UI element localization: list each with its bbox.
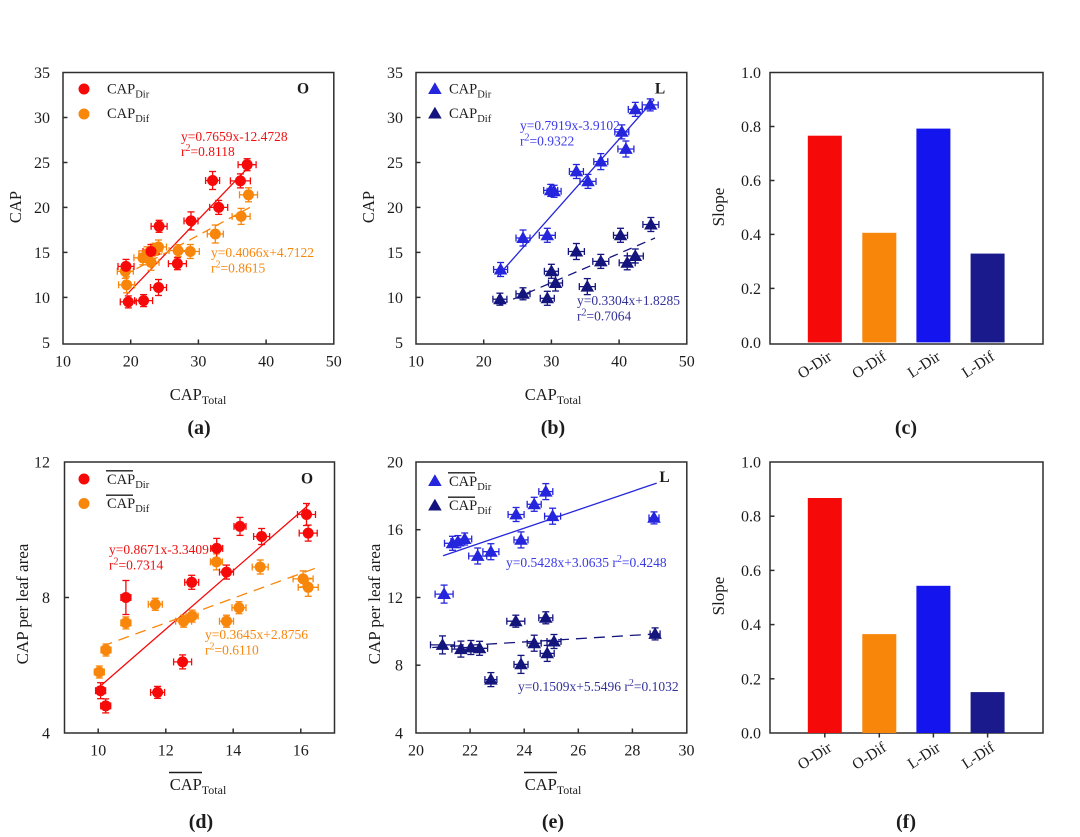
svg-text:15: 15	[387, 245, 403, 262]
svg-text:26: 26	[570, 743, 586, 760]
svg-text:(c): (c)	[895, 417, 917, 439]
svg-text:0.4: 0.4	[741, 227, 761, 244]
svg-text:10: 10	[34, 290, 50, 307]
svg-text:0.8: 0.8	[741, 509, 761, 526]
svg-text:8: 8	[42, 590, 50, 607]
svg-text:r2=0.7314: r2=0.7314	[109, 557, 163, 573]
svg-text:30: 30	[34, 110, 50, 127]
svg-text:0.6: 0.6	[741, 563, 761, 580]
svg-text:r2=0.7064: r2=0.7064	[577, 308, 631, 324]
svg-text:12: 12	[387, 590, 403, 607]
svg-text:35: 35	[34, 65, 50, 82]
svg-text:r2=0.8615: r2=0.8615	[211, 260, 265, 276]
svg-text:0.8: 0.8	[741, 119, 761, 136]
svg-text:30: 30	[190, 354, 206, 371]
svg-text:4: 4	[395, 726, 403, 743]
svg-text:50: 50	[326, 354, 342, 371]
svg-text:y=0.3645x+2.8756: y=0.3645x+2.8756	[205, 627, 308, 642]
svg-text:30: 30	[543, 354, 559, 371]
svg-text:25: 25	[387, 155, 403, 172]
svg-text:0.4: 0.4	[741, 617, 761, 634]
svg-text:5: 5	[42, 335, 50, 352]
svg-text:(a): (a)	[187, 417, 210, 439]
svg-text:0.0: 0.0	[741, 726, 761, 743]
svg-text:L: L	[655, 80, 665, 97]
svg-text:(d): (d)	[189, 811, 213, 833]
svg-text:Slope: Slope	[709, 188, 728, 227]
svg-text:25: 25	[34, 155, 50, 172]
svg-text:10: 10	[387, 290, 403, 307]
svg-text:CAP per leaf area: CAP per leaf area	[365, 543, 384, 664]
svg-text:24: 24	[516, 743, 532, 760]
svg-text:y=0.7919x-3.9102: y=0.7919x-3.9102	[520, 118, 620, 133]
svg-text:12: 12	[34, 455, 50, 472]
svg-text:y=0.7659x-12.4728: y=0.7659x-12.4728	[181, 129, 288, 144]
svg-text:40: 40	[258, 354, 274, 371]
svg-text:Slope: Slope	[709, 577, 728, 616]
svg-text:20: 20	[408, 743, 424, 760]
svg-text:(b): (b)	[541, 417, 565, 439]
svg-text:20: 20	[387, 455, 403, 472]
svg-text:1.0: 1.0	[741, 65, 761, 82]
svg-text:20: 20	[34, 200, 50, 217]
svg-text:O: O	[301, 471, 313, 488]
svg-text:22: 22	[462, 743, 478, 760]
svg-text:50: 50	[679, 354, 695, 371]
svg-text:0.6: 0.6	[741, 173, 761, 190]
svg-text:8: 8	[395, 658, 403, 675]
svg-text:12: 12	[158, 743, 174, 760]
svg-text:0.2: 0.2	[741, 671, 761, 688]
svg-text:30: 30	[679, 743, 695, 760]
svg-text:O: O	[297, 80, 309, 97]
svg-text:r2=0.8118: r2=0.8118	[181, 143, 235, 159]
svg-text:L: L	[659, 469, 669, 486]
svg-text:CAP: CAP	[359, 191, 378, 223]
svg-text:20: 20	[387, 200, 403, 217]
svg-text:30: 30	[387, 110, 403, 127]
svg-text:4: 4	[42, 726, 50, 743]
svg-text:0.0: 0.0	[741, 335, 761, 352]
svg-text:16: 16	[293, 743, 309, 760]
svg-text:28: 28	[624, 743, 640, 760]
svg-text:35: 35	[387, 65, 403, 82]
svg-text:r2=0.9322: r2=0.9322	[520, 133, 574, 149]
svg-text:1.0: 1.0	[741, 455, 761, 472]
svg-text:CAP: CAP	[6, 191, 25, 223]
svg-text:15: 15	[34, 245, 50, 262]
svg-text:r2=0.6110: r2=0.6110	[205, 642, 259, 658]
svg-text:CAP per leaf area: CAP per leaf area	[13, 543, 32, 664]
svg-text:y=0.3304x+1.8285: y=0.3304x+1.8285	[577, 293, 680, 308]
svg-text:5: 5	[395, 335, 403, 352]
svg-text:y=0.4066x+4.7122: y=0.4066x+4.7122	[211, 245, 314, 260]
svg-text:20: 20	[123, 354, 139, 371]
svg-text:20: 20	[476, 354, 492, 371]
svg-text:10: 10	[408, 354, 424, 371]
svg-text:10: 10	[55, 354, 71, 371]
svg-text:40: 40	[611, 354, 627, 371]
svg-text:y=0.8671x-3.3409: y=0.8671x-3.3409	[109, 542, 209, 557]
svg-text:14: 14	[225, 743, 241, 760]
svg-text:0.2: 0.2	[741, 281, 761, 298]
svg-text:16: 16	[387, 522, 403, 539]
svg-text:(e): (e)	[542, 811, 564, 833]
svg-text:(f): (f)	[896, 811, 916, 833]
svg-text:10: 10	[90, 743, 106, 760]
svg-text:y=0.1509x+5.5496 r2=0.1032: y=0.1509x+5.5496 r2=0.1032	[518, 678, 679, 694]
svg-text:y=0.5428x+3.0635 r2=0.4248: y=0.5428x+3.0635 r2=0.4248	[506, 554, 667, 570]
